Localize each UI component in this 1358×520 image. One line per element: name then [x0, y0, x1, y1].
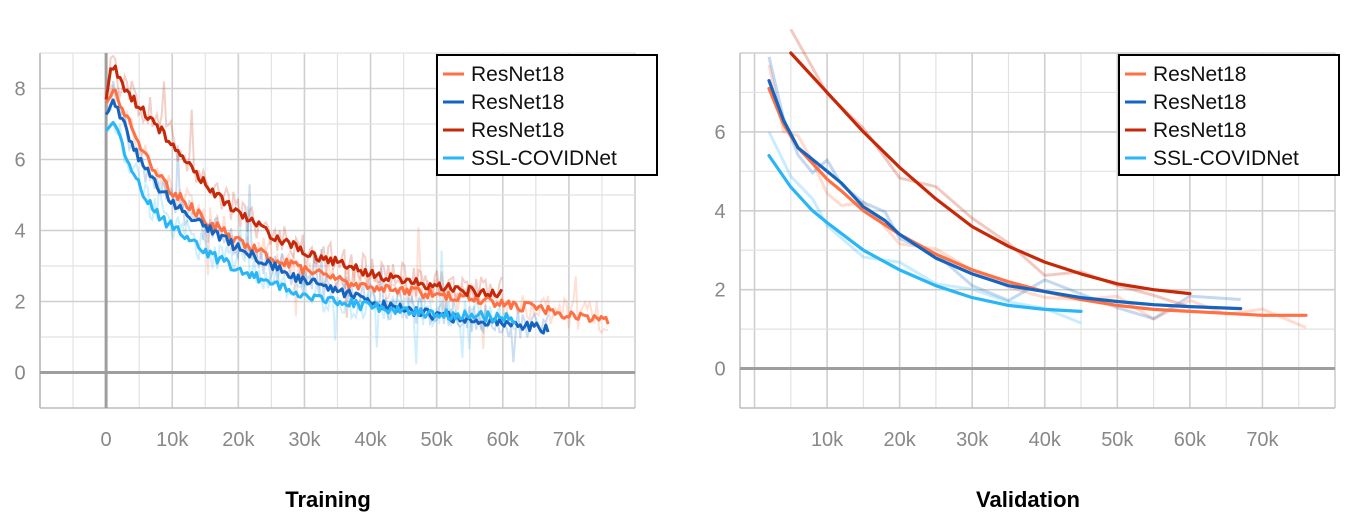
training-x-tick-label: 10k [156, 429, 189, 451]
training-y-tick-label: 2 [14, 292, 25, 314]
validation-series-line-2 [789, 51, 1192, 296]
training-x-tick-label: 30k [288, 429, 321, 451]
training-x-tick-label: 50k [421, 429, 454, 451]
training-legend-label: ResNet18 [471, 91, 564, 114]
training-legend-box [436, 54, 658, 176]
validation-legend-box [1118, 54, 1340, 176]
validation-x-tick-label: 40k [1029, 429, 1062, 451]
validation-tick-labels: 10k 20k 30k 40k 50k 60k 70k 0 2 4 6 [714, 122, 1279, 451]
training-y-tick-label: 4 [14, 221, 25, 243]
validation-legend-label: ResNet18 [1153, 91, 1246, 114]
validation-x-tick-label: 50k [1101, 429, 1134, 451]
validation-raw-trace-2 [789, 28, 1191, 309]
training-x-tick-label: 40k [354, 429, 387, 451]
training-series-line-0 [104, 88, 610, 325]
validation-legend: ResNet18 ResNet18 ResNet18 SSL-COVIDNet [1118, 54, 1340, 176]
validation-x-tick-label: 20k [884, 429, 917, 451]
validation-raw-trace-3 [767, 131, 1082, 325]
training-y-tick-label: 0 [14, 363, 25, 385]
training-raw-trace-2 [105, 54, 503, 318]
validation-x-tick-label: 60k [1174, 429, 1207, 451]
validation-title: Validation [976, 487, 1080, 512]
training-tick-labels: 0 10k 20k 30k 40k 50k 60k 70k 0 2 4 6 8 [14, 79, 586, 452]
validation-series-line-3 [767, 154, 1083, 313]
training-legend-label: ResNet18 [471, 119, 564, 142]
training-legend-label: ResNet18 [471, 63, 564, 86]
training-x-tick-label: 0 [101, 429, 112, 451]
validation-axes [739, 53, 1335, 409]
validation-y-tick-label: 4 [714, 201, 725, 223]
validation-legend-label: ResNet18 [1153, 63, 1246, 86]
validation-legend-label: SSL-COVIDNet [1153, 147, 1299, 170]
training-y-tick-label: 6 [14, 150, 25, 172]
training-x-tick-label: 70k [553, 429, 586, 451]
validation-x-tick-label: 70k [1246, 429, 1279, 451]
training-legend-label: SSL-COVIDNet [471, 147, 617, 170]
training-series-line-2 [104, 64, 504, 299]
training-legend: ResNet18 ResNet18 ResNet18 SSL-COVIDNet [436, 54, 658, 176]
validation-series-line-1 [767, 79, 1243, 311]
training-series-line-3 [105, 121, 517, 325]
validation-x-tick-label: 30k [956, 429, 989, 451]
validation-series [767, 51, 1308, 317]
validation-y-tick-label: 6 [714, 122, 725, 144]
training-title: Training [285, 487, 371, 512]
training-y-tick-label: 8 [14, 79, 25, 101]
validation-y-tick-label: 0 [714, 359, 725, 381]
training-x-tick-label: 60k [487, 429, 520, 451]
validation-x-tick-label: 10k [811, 429, 844, 451]
validation-legend-label: ResNet18 [1153, 119, 1246, 142]
training-series [104, 64, 610, 335]
validation-series-line-0 [767, 86, 1308, 317]
training-x-tick-label: 20k [222, 429, 255, 451]
training-series-line-1 [104, 98, 550, 335]
validation-y-tick-label: 2 [714, 280, 725, 302]
